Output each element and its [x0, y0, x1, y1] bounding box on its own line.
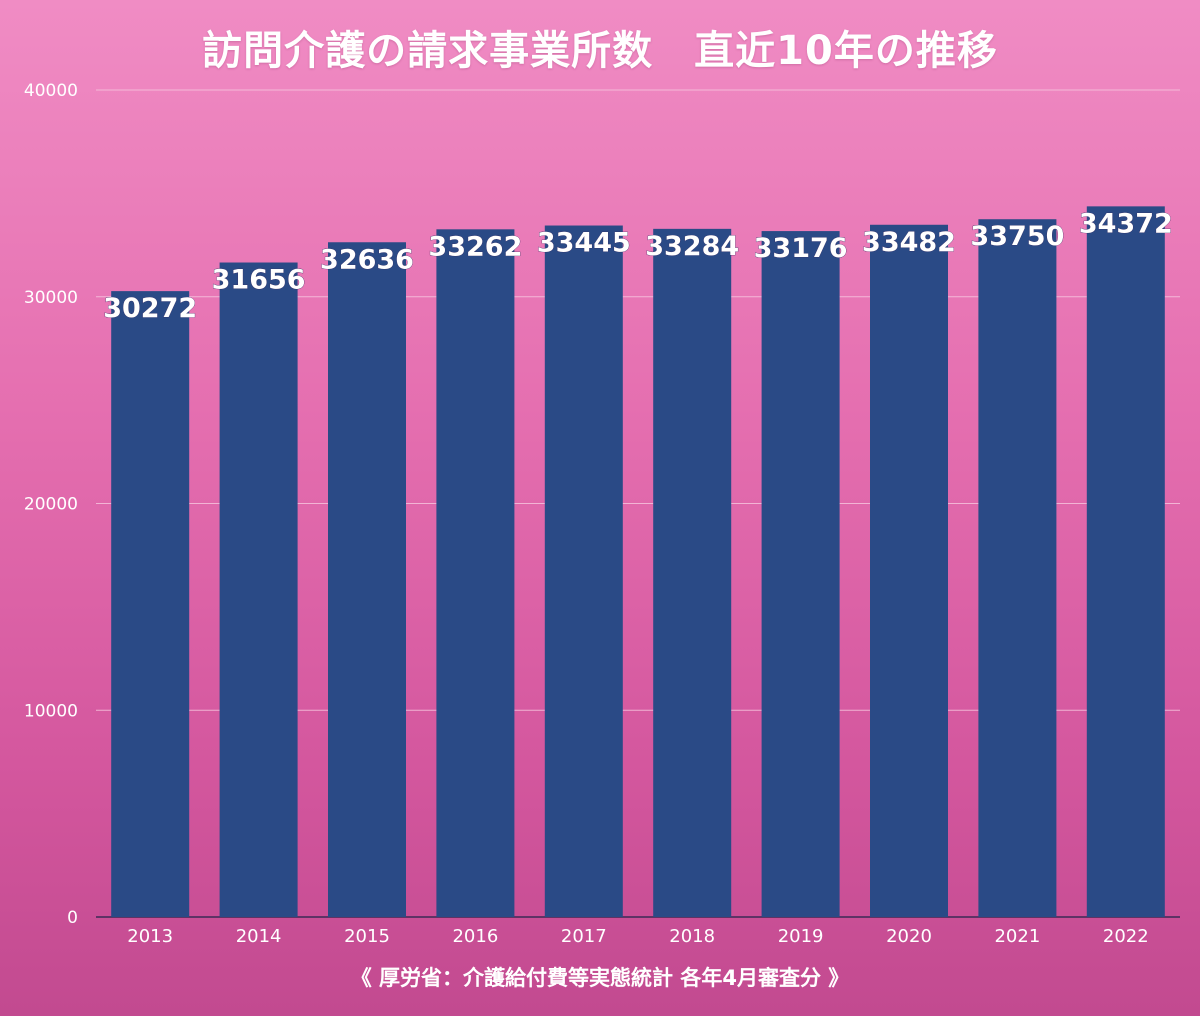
x-tick-label: 2014 — [236, 926, 282, 947]
x-tick-label: 2020 — [886, 926, 932, 947]
x-tick-label: 2022 — [1103, 926, 1149, 947]
x-tick-label: 2013 — [127, 926, 173, 947]
source-note: 《 厚労省：介護給付費等実態統計 各年4月審査分 》 — [350, 966, 850, 990]
data-label: 33262 — [428, 231, 522, 262]
data-label: 30272 — [103, 293, 197, 324]
bar — [978, 219, 1057, 917]
data-label: 33750 — [970, 221, 1064, 252]
x-tick-label: 2021 — [994, 926, 1040, 947]
data-label: 34372 — [1079, 208, 1173, 239]
y-tick-label: 20000 — [24, 495, 78, 515]
y-tick-label: 0 — [67, 908, 78, 928]
y-tick-label: 40000 — [24, 81, 78, 101]
x-tick-label: 2016 — [452, 926, 498, 947]
x-tick-label: 2018 — [669, 926, 715, 947]
bar — [219, 262, 298, 917]
data-label: 33284 — [645, 231, 739, 262]
x-tick-label: 2015 — [344, 926, 390, 947]
bar — [111, 291, 190, 917]
bar — [653, 228, 732, 918]
y-tick-label: 30000 — [24, 288, 78, 308]
bar — [544, 225, 623, 917]
data-label: 33482 — [862, 227, 956, 258]
chart-title: 訪問介護の請求事業所数 直近10年の推移 — [202, 28, 998, 74]
bar — [870, 224, 948, 917]
y-tick-label: 10000 — [24, 701, 78, 721]
data-label: 33176 — [754, 233, 848, 264]
x-tick-label: 2019 — [778, 926, 824, 947]
x-tick-label: 2017 — [561, 926, 607, 947]
bar — [761, 231, 840, 918]
bar — [436, 229, 515, 917]
data-label: 33445 — [537, 228, 631, 259]
data-label: 31656 — [212, 265, 306, 296]
bar — [328, 242, 406, 917]
data-label: 32636 — [320, 244, 414, 275]
bar — [1086, 206, 1165, 918]
